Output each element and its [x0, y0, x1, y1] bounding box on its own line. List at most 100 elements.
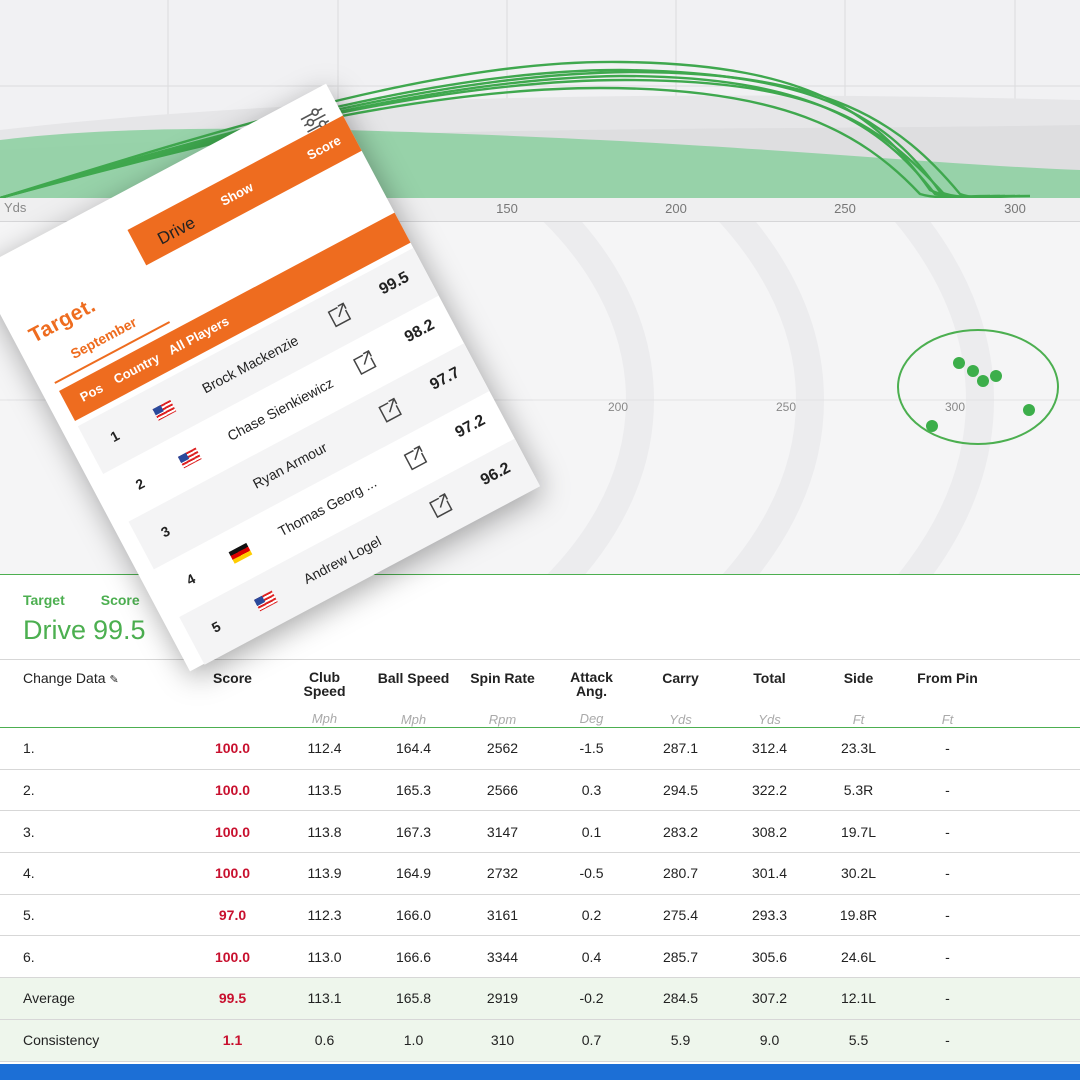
column-label: Spin Rate: [470, 670, 535, 686]
drive-title: Drive: [23, 615, 87, 645]
player-score: 99.5: [376, 268, 413, 299]
show-label[interactable]: Show: [217, 179, 256, 209]
dispersion-tick-300: 300: [944, 400, 966, 414]
row-value: -: [903, 1019, 992, 1062]
leaderboard-phone: Show Score Drive Target. September Pos C…: [0, 83, 541, 672]
row-filler: [992, 1019, 1080, 1062]
row-value: -: [903, 894, 992, 937]
column-label: Club Speed: [303, 669, 346, 699]
open-details-icon[interactable]: [350, 348, 380, 378]
shot-row: 1. 100.0 112.4 164.4 2562 -1.5 287.1 312.4 23.3L…: [0, 727, 1080, 770]
row-score: 100.0: [185, 852, 280, 895]
row-value: 5.5: [814, 1019, 903, 1062]
row-value: -: [903, 935, 992, 979]
row-label: Consistency: [0, 1019, 185, 1062]
header-country: Country: [110, 350, 162, 387]
usa-flag-icon: [152, 399, 177, 421]
row-label: 2.: [0, 769, 185, 812]
player-score: 97.7: [427, 364, 463, 394]
row-value: 285.7: [636, 935, 725, 979]
row-filler: [992, 935, 1080, 979]
column-unit: Mph: [400, 712, 427, 727]
shot-row: 5. 97.0 112.3 166.0 3161 0.2 275.4 293.3 19.8R -: [0, 894, 1080, 937]
leaderboard-row[interactable]: 4 Thomas Georg ... 97.2: [154, 391, 515, 617]
shot-dots: [926, 357, 1035, 432]
row-value: 0.4: [547, 935, 636, 979]
open-details-icon[interactable]: [401, 444, 431, 474]
row-value: 165.3: [369, 769, 458, 812]
row-value: -1.5: [547, 727, 636, 770]
column-label: From Pin: [917, 670, 978, 686]
change-data-button[interactable]: Change Data ✎: [0, 659, 185, 728]
row-score: 99.5: [185, 977, 280, 1020]
open-details-icon[interactable]: [426, 491, 456, 521]
open-details-icon[interactable]: [325, 301, 355, 331]
row-value: -0.2: [547, 977, 636, 1020]
shot-row: 6. 100.0 113.0 166.6 3344 0.4 285.7 305.6 24.6L -: [0, 935, 1080, 979]
score-toggle[interactable]: Score: [304, 132, 344, 163]
row-value: -0.5: [547, 852, 636, 895]
column-label: Attack Ang.: [570, 669, 613, 699]
row-value: 1.0: [369, 1019, 458, 1062]
row-value: 308.2: [725, 810, 814, 854]
row-value: 293.3: [725, 894, 814, 937]
column-header: From Pin Ft: [903, 659, 992, 728]
row-label: 5.: [0, 894, 185, 937]
column-label: Total: [753, 670, 786, 686]
row-value: 5.9: [636, 1019, 725, 1062]
player-score: 97.2: [452, 411, 489, 442]
row-value: 165.8: [369, 977, 458, 1020]
change-data-label: Change Data: [23, 670, 106, 686]
filter-icon[interactable]: [298, 104, 331, 136]
row-value: 24.6L: [814, 935, 903, 979]
row-position: 4: [183, 570, 198, 589]
shot-dot: [1023, 404, 1035, 416]
row-value: 30.2L: [814, 852, 903, 895]
row-value: 3161: [458, 894, 547, 937]
shot-row: 4. 100.0 113.9 164.9 2732 -0.5 280.7 301.4 30.2L…: [0, 852, 1080, 895]
row-label: 3.: [0, 810, 185, 854]
row-value: 112.4: [280, 727, 369, 770]
column-label: Carry: [662, 670, 699, 686]
row-value: 310: [458, 1019, 547, 1062]
row-value: 0.3: [547, 769, 636, 812]
drive-score-heading: Drive 99.5: [23, 615, 146, 646]
row-value: 166.6: [369, 935, 458, 979]
row-value: 287.1: [636, 727, 725, 770]
leaderboard-row[interactable]: 2 Chase Sienkiewicz 98.2: [103, 296, 464, 522]
row-value: 167.3: [369, 810, 458, 854]
row-value: 166.0: [369, 894, 458, 937]
row-value: 301.4: [725, 852, 814, 895]
row-value: -: [903, 727, 992, 770]
germany-flag-icon: [228, 542, 253, 564]
row-position: 1: [107, 427, 122, 446]
row-value: 312.4: [725, 727, 814, 770]
trajectory-tick: 150: [496, 201, 518, 216]
column-unit: Deg: [579, 711, 604, 726]
trajectory-tick: 300: [1004, 201, 1026, 216]
row-position: 5: [208, 617, 224, 636]
leaderboard-row[interactable]: 5 Andrew Logel 96.2: [179, 438, 541, 665]
row-value: 12.1L: [814, 977, 903, 1020]
column-header: Ball Speed Mph: [369, 659, 458, 728]
row-value: -: [903, 852, 992, 895]
bottom-bar: [0, 1064, 1080, 1080]
shot-table: Change Data ✎ Score Club Speed Mph Ball Spe…: [0, 659, 1080, 1062]
leaderboard-row[interactable]: 3 Ryan Armour 97.7: [128, 343, 490, 570]
row-value: 19.8R: [814, 894, 903, 937]
row-value: 305.6: [725, 935, 814, 979]
row-label: 6.: [0, 935, 185, 979]
column-header: Attack Ang. Deg: [547, 659, 636, 728]
score-label: Score: [100, 592, 140, 608]
leaderboard-row[interactable]: 1 Brock Mackenzie 99.5: [77, 247, 439, 474]
column-header: Side Ft: [814, 659, 903, 728]
column-label: Ball Speed: [377, 670, 450, 686]
row-value: -: [903, 810, 992, 854]
shot-dot: [953, 357, 965, 369]
row-value: 164.4: [369, 727, 458, 770]
open-details-icon[interactable]: [375, 396, 405, 426]
row-value: 113.9: [280, 852, 369, 895]
row-filler: [992, 977, 1080, 1020]
row-score: 1.1: [185, 1019, 280, 1062]
row-value: -: [903, 977, 992, 1020]
